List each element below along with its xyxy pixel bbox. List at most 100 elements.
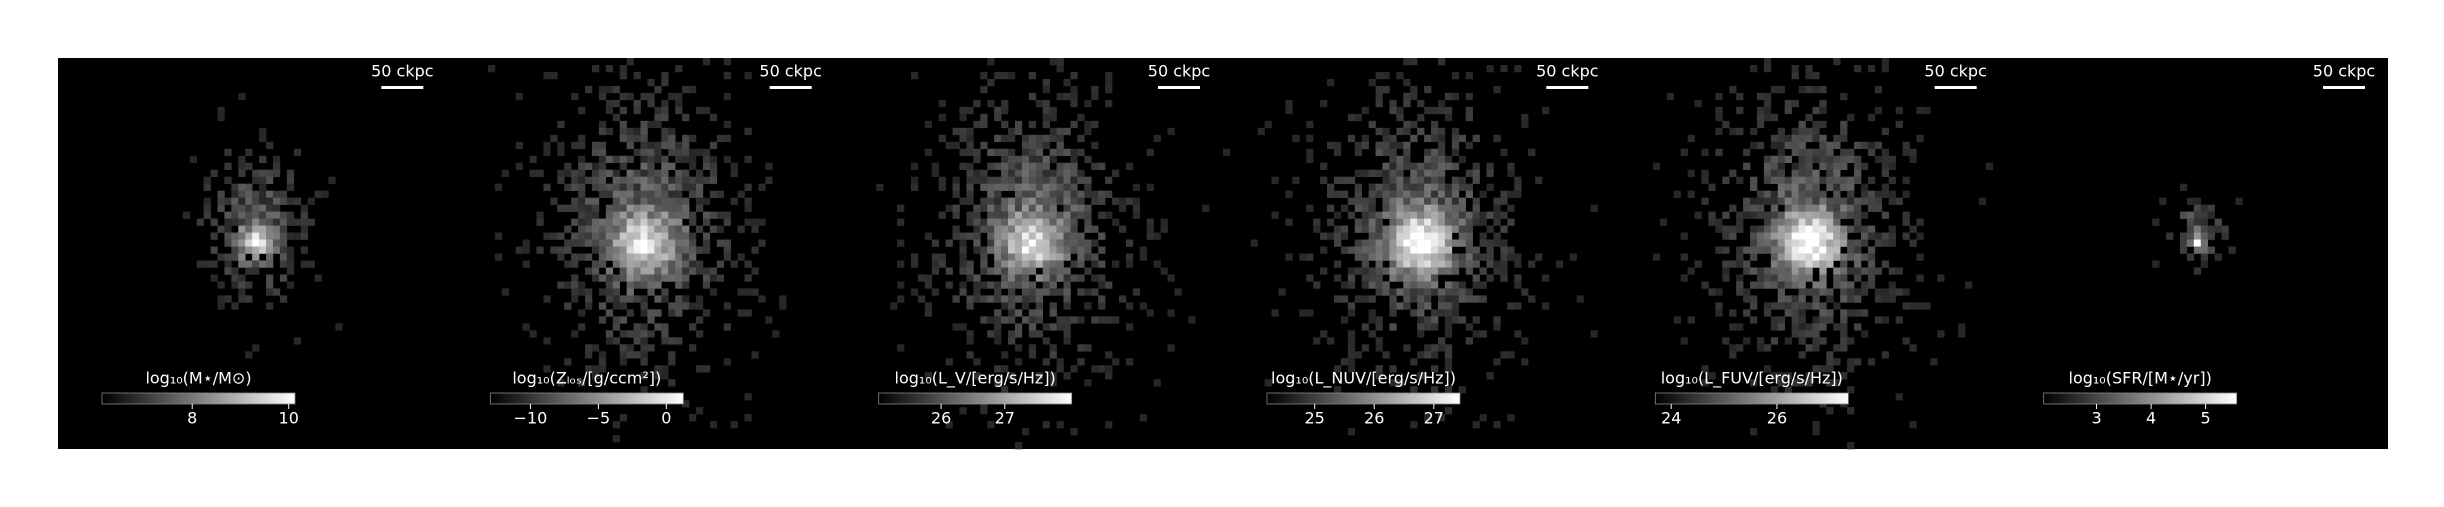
map-pixel	[959, 162, 967, 171]
map-pixel	[1320, 99, 1328, 108]
map-pixel	[1756, 344, 1765, 352]
map-pixel	[1001, 155, 1009, 164]
map-pixel	[633, 267, 641, 275]
map-pixel	[1770, 176, 1779, 184]
map-pixel	[1812, 211, 1820, 219]
map-pixel	[210, 232, 218, 240]
map-pixel	[1028, 239, 1037, 247]
map-pixel	[654, 141, 662, 150]
map-pixel	[1361, 141, 1369, 150]
map-pixel	[210, 218, 218, 226]
map-pixel	[1881, 155, 1890, 164]
map-pixel	[1098, 232, 1106, 240]
map-pixel	[1729, 232, 1737, 240]
map-pixel	[598, 288, 607, 296]
map-pixel	[1840, 372, 1848, 380]
map-pixel	[1035, 316, 1044, 324]
map-pixel	[668, 176, 676, 184]
map-pixel	[633, 253, 641, 261]
map-pixel	[591, 162, 600, 171]
map-pixel	[598, 85, 607, 94]
map-pixel	[1021, 288, 1030, 296]
map-pixel	[1895, 197, 1903, 205]
map-pixel	[1347, 344, 1356, 352]
map-pixel	[689, 232, 697, 240]
map-pixel	[633, 106, 641, 115]
map-pixel	[1763, 274, 1772, 282]
map-pixel	[973, 225, 981, 233]
map-pixel	[654, 218, 662, 226]
map-pixel	[1084, 239, 1092, 247]
map-pixel	[1777, 190, 1785, 198]
map-pixel	[1507, 253, 1515, 261]
map-pixel	[300, 211, 308, 219]
map-pixel	[605, 288, 614, 296]
map-pixel	[1437, 225, 1446, 233]
map-pixel	[1687, 267, 1695, 275]
map-pixel	[578, 288, 586, 296]
map-pixel	[959, 239, 967, 247]
map-pixel	[1340, 358, 1349, 366]
map-pixel	[744, 204, 752, 212]
map-pixel	[598, 155, 607, 164]
map-pixel	[1410, 281, 1418, 289]
map-pixel	[591, 148, 600, 157]
map-pixel	[1486, 64, 1494, 73]
map-pixel	[1874, 155, 1883, 164]
map-pixel	[1722, 274, 1730, 282]
map-pixel	[1389, 162, 1397, 171]
map-pixel	[1382, 162, 1390, 171]
map-pixel	[578, 204, 586, 212]
map-pixel	[994, 148, 1002, 157]
map-pixel	[1063, 176, 1071, 184]
map-pixel	[612, 99, 620, 108]
map-pixel	[654, 113, 662, 122]
map-pixel	[640, 218, 648, 226]
map-pixel	[1001, 302, 1009, 310]
map-pixel	[1465, 169, 1473, 177]
map-pixel	[1763, 190, 1772, 198]
map-pixel	[668, 309, 676, 317]
map-pixel	[1500, 148, 1508, 157]
map-pixel	[675, 309, 683, 317]
map-pixel	[987, 58, 995, 66]
map-pixel	[2221, 232, 2229, 240]
map-pixel	[1819, 85, 1827, 94]
map-pixel	[647, 225, 655, 233]
map-pixel	[1063, 148, 1071, 157]
map-pixel	[224, 197, 232, 205]
map-pixel	[1424, 197, 1432, 205]
map-pixel	[1375, 183, 1383, 191]
map-pixel	[1375, 239, 1383, 247]
map-pixel	[1077, 190, 1085, 198]
map-pixel	[1777, 232, 1785, 240]
map-pixel	[1867, 267, 1876, 275]
map-pixel	[557, 253, 565, 261]
map-pixel	[633, 218, 641, 226]
map-pixel	[952, 232, 960, 240]
map-pixel	[1812, 337, 1820, 345]
map-pixel	[647, 218, 655, 226]
map-pixel	[1701, 197, 1709, 205]
map-pixel	[695, 225, 704, 233]
map-pixel	[654, 176, 662, 184]
map-pixel	[612, 316, 620, 324]
map-pixel	[702, 106, 711, 115]
map-pixel	[973, 239, 981, 247]
map-pixel	[1410, 295, 1418, 303]
map-pixel	[1791, 316, 1799, 324]
map-pixel	[1437, 127, 1446, 136]
map-pixel	[1687, 169, 1695, 177]
map-pixel	[695, 176, 704, 184]
map-pixel	[224, 253, 232, 261]
map-pixel	[1493, 197, 1501, 205]
map-pixel	[994, 365, 1002, 373]
map-pixel	[1084, 288, 1092, 296]
map-pixel	[751, 267, 759, 275]
map-pixel	[1784, 190, 1792, 198]
map-pixel	[1264, 120, 1272, 129]
map-pixel	[571, 218, 579, 226]
map-pixel	[1805, 267, 1813, 275]
map-pixel	[1028, 330, 1037, 338]
